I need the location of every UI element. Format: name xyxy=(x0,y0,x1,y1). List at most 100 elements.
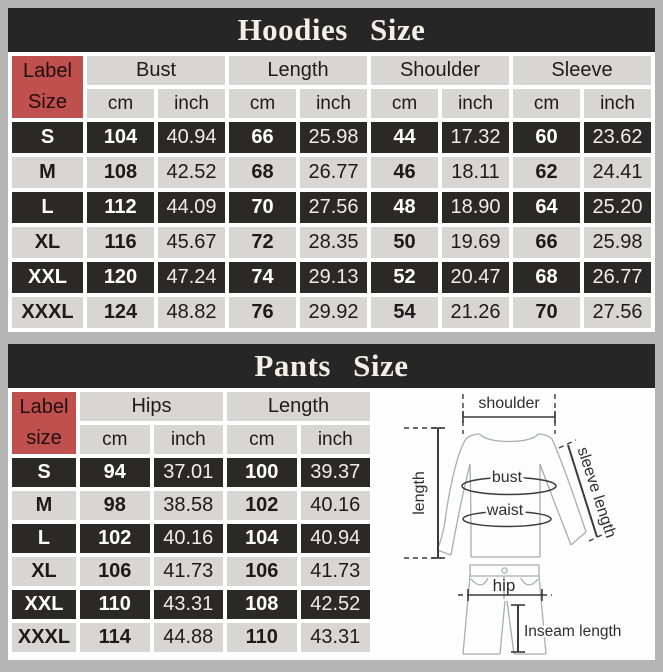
value-cell: 24.41 xyxy=(584,157,651,188)
value-cell: 38.58 xyxy=(153,491,223,520)
value-cell: 18.90 xyxy=(442,192,509,223)
size-cell: XL xyxy=(12,557,76,586)
unit-header: cm xyxy=(227,425,297,454)
value-cell: 44 xyxy=(371,122,438,153)
bust-measure: bust xyxy=(461,467,557,496)
value-cell: 43.31 xyxy=(153,590,223,619)
table-row: XL 116 45.67 72 28.35 50 19.69 66 25.98 xyxy=(12,227,651,258)
value-cell: 100 xyxy=(227,458,297,487)
table-row: L 102 40.16 104 40.94 xyxy=(12,524,370,553)
value-cell: 72 xyxy=(229,227,296,258)
value-cell: 68 xyxy=(513,262,580,293)
table-row: XXL 110 43.31 108 42.52 xyxy=(12,590,370,619)
sleeve-length-label: sleeve length xyxy=(574,445,619,540)
unit-header: cm xyxy=(229,89,296,118)
garment-diagram-svg: shoulder length bust xyxy=(404,394,624,655)
value-cell: 40.16 xyxy=(153,524,223,553)
pants-table: Label size Hips Length cm inch cm inch xyxy=(8,388,374,656)
value-cell: 40.94 xyxy=(158,122,225,153)
value-cell: 42.52 xyxy=(158,157,225,188)
table-row: S 104 40.94 66 25.98 44 17.32 60 23.62 xyxy=(12,122,651,153)
value-cell: 110 xyxy=(227,623,297,652)
value-cell: 116 xyxy=(87,227,154,258)
value-cell: 66 xyxy=(229,122,296,153)
unit-header: cm xyxy=(80,425,150,454)
col-header-shoulder: Shoulder xyxy=(371,56,509,85)
table-row: M 98 38.58 102 40.16 xyxy=(12,491,370,520)
size-cell: M xyxy=(12,157,83,188)
value-cell: 108 xyxy=(87,157,154,188)
value-cell: 23.62 xyxy=(584,122,651,153)
shirt-outline xyxy=(436,433,587,558)
table-row: S 94 37.01 100 39.37 xyxy=(12,458,370,487)
value-cell: 70 xyxy=(229,192,296,223)
value-cell: 66 xyxy=(513,227,580,258)
group-header-row: Label Size Bust Length Shoulder Sleeve xyxy=(12,56,651,118)
value-cell: 18.11 xyxy=(442,157,509,188)
value-cell: 108 xyxy=(227,590,297,619)
col-header-length: Length xyxy=(227,392,370,421)
value-cell: 60 xyxy=(513,122,580,153)
value-cell: 46 xyxy=(371,157,438,188)
value-cell: 43.31 xyxy=(300,623,370,652)
value-cell: 62 xyxy=(513,157,580,188)
value-cell: 39.37 xyxy=(300,458,370,487)
value-cell: 102 xyxy=(227,491,297,520)
value-cell: 106 xyxy=(80,557,150,586)
bust-label: bust xyxy=(492,469,523,486)
value-cell: 47.24 xyxy=(158,262,225,293)
col-header-sleeve: Sleeve xyxy=(513,56,651,85)
inseam-length-label: Inseam length xyxy=(524,623,621,640)
value-cell: 68 xyxy=(229,157,296,188)
value-cell: 29.92 xyxy=(300,297,367,328)
value-cell: 114 xyxy=(80,623,150,652)
value-cell: 19.69 xyxy=(442,227,509,258)
value-cell: 94 xyxy=(80,458,150,487)
value-cell: 120 xyxy=(87,262,154,293)
unit-header-row: cm inch cm inch xyxy=(12,425,370,454)
pants-content: Label size Hips Length cm inch cm inch xyxy=(8,388,655,660)
value-cell: 54 xyxy=(371,297,438,328)
value-cell: 25.98 xyxy=(584,227,651,258)
size-cell: S xyxy=(12,458,76,487)
hip-measure: hip xyxy=(458,576,552,601)
value-cell: 110 xyxy=(80,590,150,619)
value-cell: 52 xyxy=(371,262,438,293)
pants-title: Pants Size xyxy=(8,344,655,388)
unit-header: inch xyxy=(442,89,509,118)
unit-header: inch xyxy=(584,89,651,118)
value-cell: 25.98 xyxy=(300,122,367,153)
unit-header: inch xyxy=(300,89,367,118)
col-header-bust: Bust xyxy=(87,56,225,85)
shoulder-label: shoulder xyxy=(478,395,540,412)
size-cell: XXXL xyxy=(12,297,83,328)
unit-header: inch xyxy=(300,425,370,454)
size-cell: XXL xyxy=(12,262,83,293)
value-cell: 27.56 xyxy=(300,192,367,223)
value-cell: 42.52 xyxy=(300,590,370,619)
size-cell: L xyxy=(12,192,83,223)
label-header-line1: Label xyxy=(19,396,69,418)
label-size-header: Label size xyxy=(12,392,76,454)
size-cell: XL xyxy=(12,227,83,258)
hip-label: hip xyxy=(493,576,516,595)
table-row: XXXL 124 48.82 76 29.92 54 21.26 70 27.5… xyxy=(12,297,651,328)
hoodies-section: Hoodies Size Label Size Bust Length Shou… xyxy=(8,8,655,332)
value-cell: 45.67 xyxy=(158,227,225,258)
value-cell: 106 xyxy=(227,557,297,586)
unit-header: cm xyxy=(87,89,154,118)
label-header-line2: size xyxy=(26,427,62,449)
value-cell: 25.20 xyxy=(584,192,651,223)
value-cell: 124 xyxy=(87,297,154,328)
hoodies-title: Hoodies Size xyxy=(8,8,655,52)
label-header-line2: Size xyxy=(28,91,67,113)
value-cell: 70 xyxy=(513,297,580,328)
value-cell: 44.09 xyxy=(158,192,225,223)
value-cell: 102 xyxy=(80,524,150,553)
value-cell: 104 xyxy=(227,524,297,553)
value-cell: 41.73 xyxy=(153,557,223,586)
value-cell: 40.94 xyxy=(300,524,370,553)
waist-measure: waist xyxy=(462,500,552,528)
size-cell: XXXL xyxy=(12,623,76,652)
